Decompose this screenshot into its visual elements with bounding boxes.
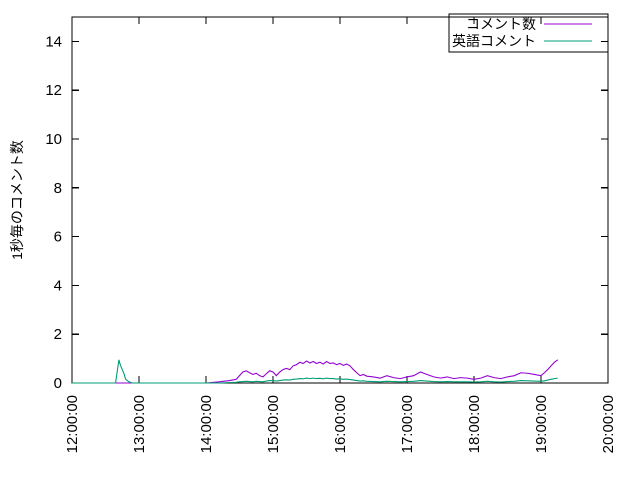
plot-frame xyxy=(71,16,609,384)
y-tick-label: 8 xyxy=(54,180,62,197)
series-group xyxy=(72,359,559,384)
legend-label-1: 英語コメント xyxy=(452,33,536,49)
y-tick-label: 0 xyxy=(54,375,62,392)
x-tick-label: 18:00:00 xyxy=(466,395,483,453)
x-tick-label: 16:00:00 xyxy=(332,395,349,453)
y-tick-label: 4 xyxy=(54,277,62,294)
x-tick-label: 20:00:00 xyxy=(600,395,617,453)
x-tick-label: 15:00:00 xyxy=(265,395,282,453)
x-tick-label: 12:00:00 xyxy=(64,395,81,453)
x-tick-label: 14:00:00 xyxy=(198,395,215,453)
y-tick-label: 10 xyxy=(45,131,62,148)
y-tick-label: 2 xyxy=(54,326,62,343)
x-tick-label: 19:00:00 xyxy=(533,395,550,453)
y-tick-label: 12 xyxy=(45,82,62,99)
x-axis-ticks: 12:00:00 13:00:00 14:00:00 15:00:00 16:00:00… xyxy=(64,17,617,453)
series-line-1 xyxy=(72,359,558,384)
y-tick-label: 6 xyxy=(54,229,62,246)
y-axis-ticks: 0 2 4 6 8 10 12 14 xyxy=(45,33,608,392)
y-tick-label: 14 xyxy=(45,33,62,50)
legend-box xyxy=(448,13,609,53)
x-tick-label: 13:00:00 xyxy=(131,395,148,453)
legend-label-0: コメント数 xyxy=(466,16,536,32)
x-tick-label: 17:00:00 xyxy=(399,395,416,453)
y-axis-label: 1秒毎のコメント数 xyxy=(9,140,25,260)
